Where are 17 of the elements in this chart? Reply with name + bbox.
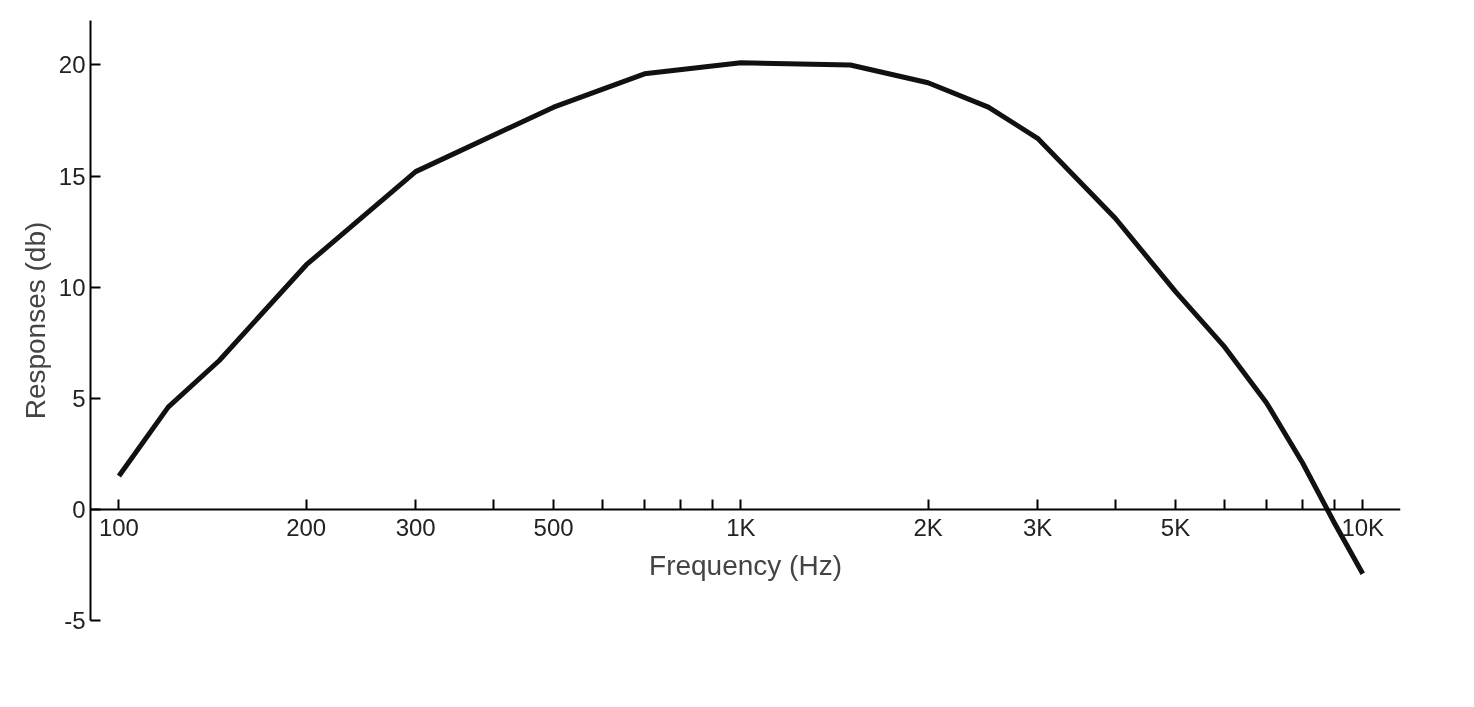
- x-tick-label: 5K: [1160, 514, 1191, 542]
- x-tick-label: 10K: [1341, 514, 1385, 542]
- x-tick-label: 2K: [913, 514, 943, 542]
- y-tick-label: 10: [58, 273, 86, 301]
- x-tick-label: 300: [395, 514, 436, 542]
- x-tick-label: 100: [98, 514, 139, 542]
- x-tick-label: 200: [286, 514, 327, 542]
- x-tick-label: 1K: [726, 514, 756, 542]
- y-tick-label: 5: [72, 384, 86, 412]
- y-axis-title: Responses (db): [19, 221, 51, 420]
- y-tick-label: 0: [72, 495, 86, 523]
- y-tick-label: -5: [64, 607, 86, 634]
- y-tick-label: 20: [58, 51, 86, 79]
- x-axis-title: Frequency (Hz): [649, 549, 842, 581]
- x-tick-label: 3K: [1022, 514, 1053, 542]
- x-tick-label: 500: [533, 514, 574, 542]
- y-tick-label: 15: [58, 162, 86, 190]
